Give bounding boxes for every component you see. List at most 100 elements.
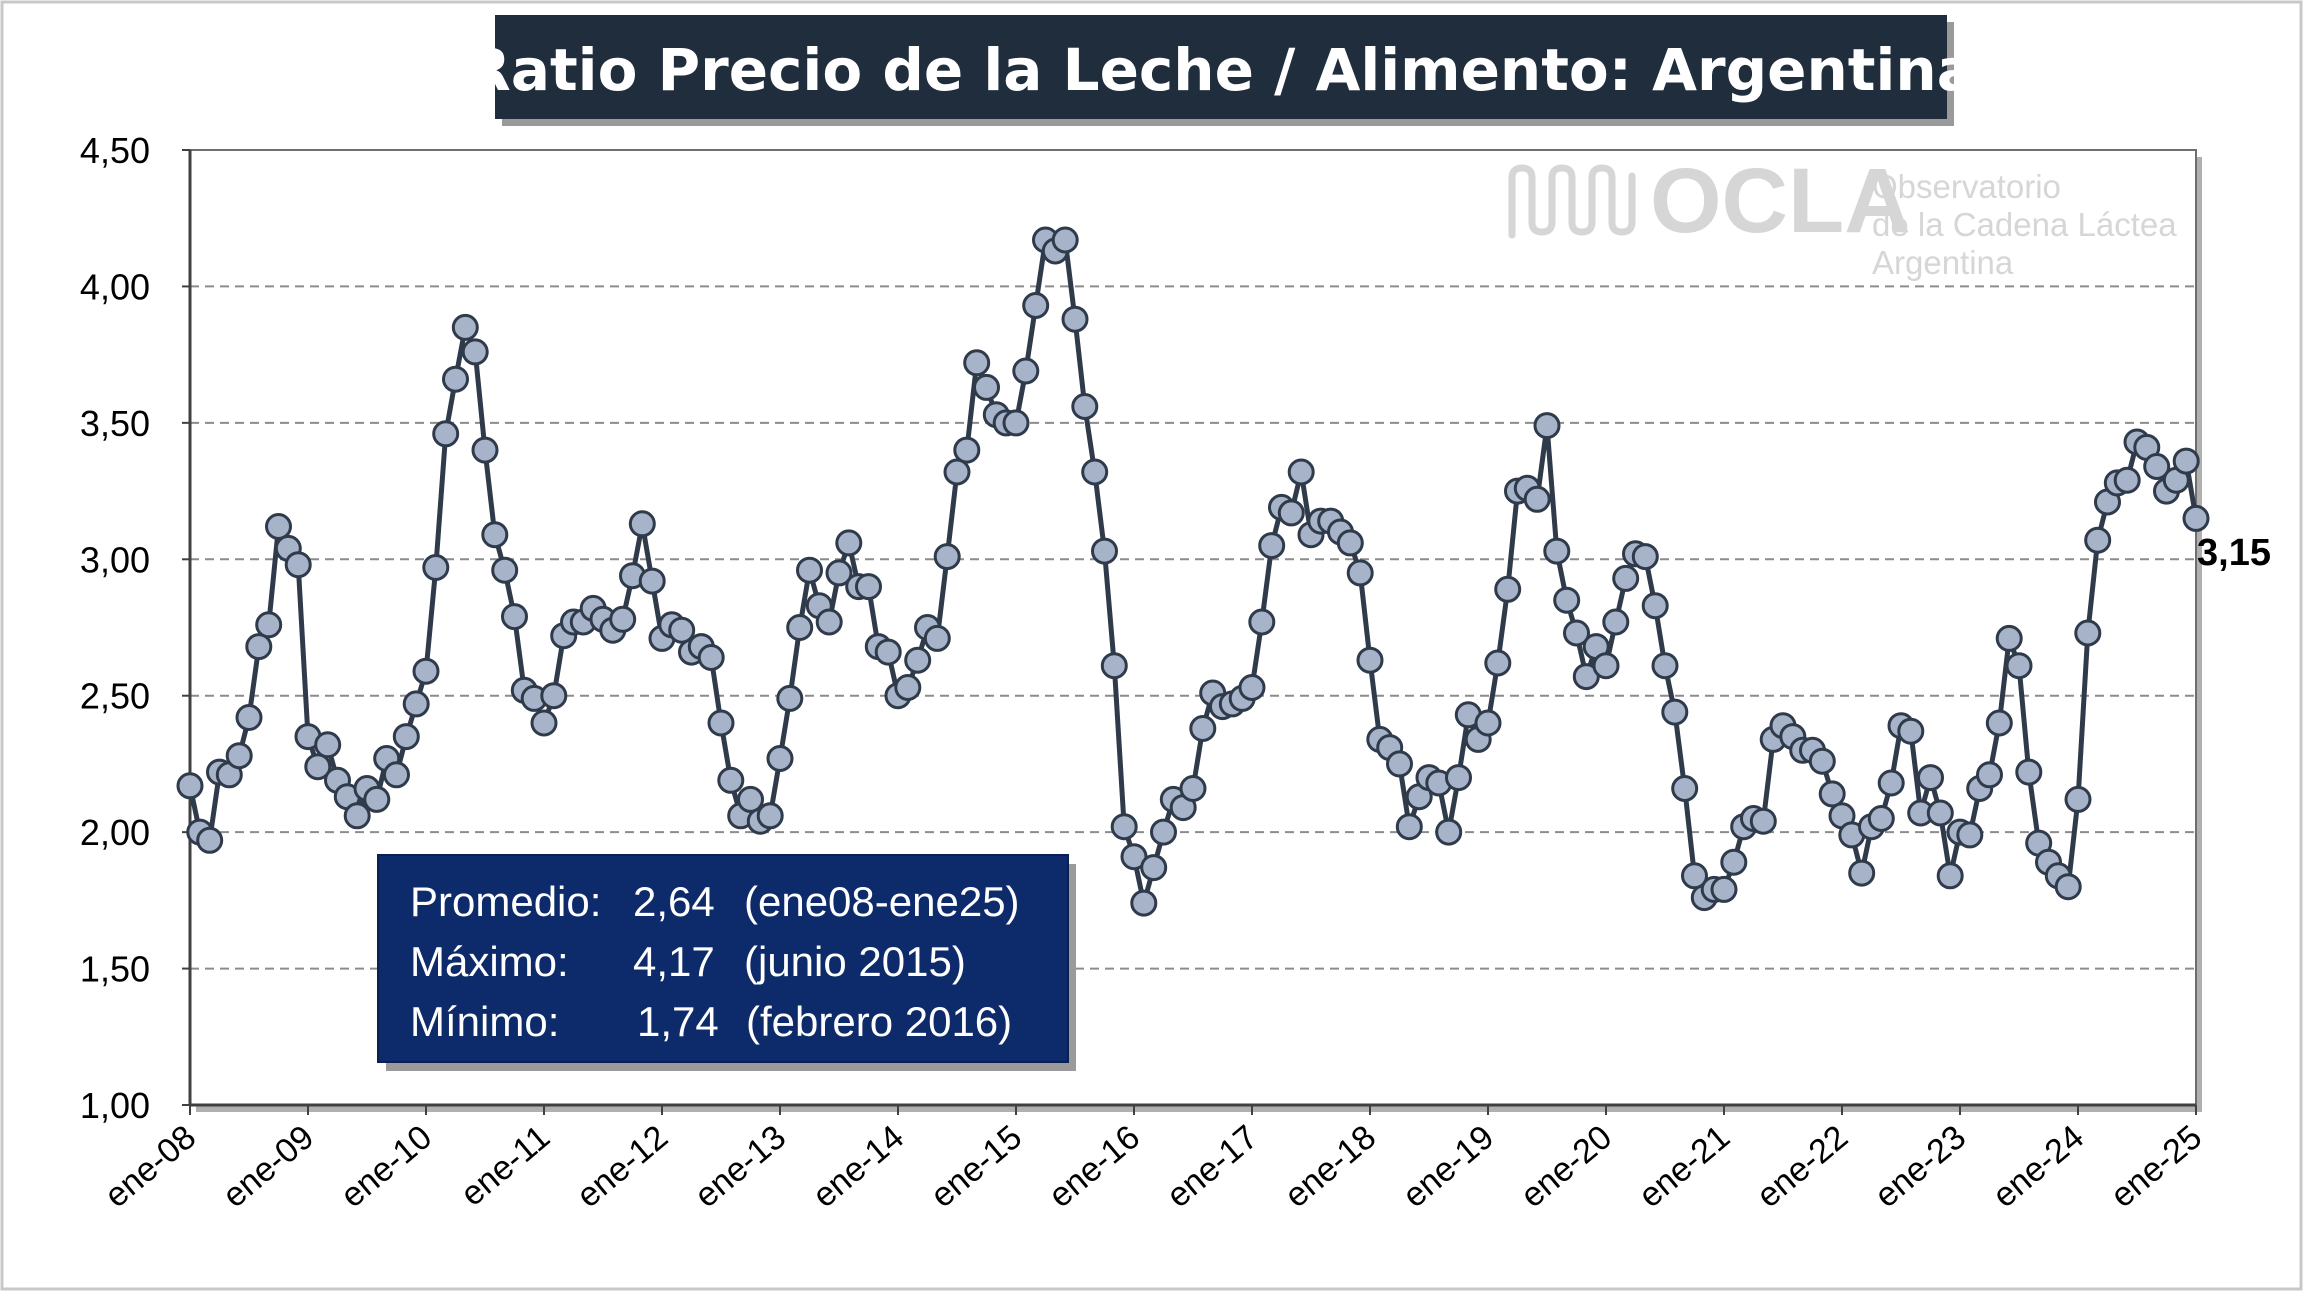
data-point — [973, 373, 1000, 401]
data-point — [923, 624, 951, 652]
stats-note-min: (febrero 2016) — [746, 998, 1012, 1045]
data-point — [1523, 485, 1551, 513]
watermark-line1: Observatorio — [1872, 168, 2061, 205]
data-point — [2064, 785, 2092, 813]
data-point — [196, 826, 224, 854]
data-point — [2113, 466, 2141, 494]
data-point — [314, 731, 342, 759]
data-point — [540, 682, 568, 710]
data-point — [1071, 393, 1099, 420]
stats-lines: Promedio: 2,64 (ene08-ene25) Máximo: 4,1… — [410, 878, 1020, 1045]
data-point — [1189, 715, 1217, 742]
data-point — [1917, 764, 1944, 792]
data-point — [1995, 624, 2023, 652]
data-point — [471, 436, 499, 464]
data-point — [1671, 775, 1699, 802]
data-point — [491, 556, 519, 584]
data-point — [1651, 652, 1679, 680]
data-point — [1445, 764, 1472, 792]
data-point — [1091, 537, 1118, 565]
data-point — [835, 529, 863, 557]
data-point — [697, 644, 725, 671]
data-point — [1287, 458, 1315, 486]
data-point — [481, 521, 509, 549]
y-tick-label: 3,50 — [80, 403, 150, 444]
watermark-brand: OCLA — [1650, 150, 1911, 252]
stats-value-max: 4,17 — [633, 938, 715, 985]
data-point — [2054, 873, 2082, 901]
data-point — [1631, 543, 1659, 571]
data-point — [609, 605, 637, 633]
data-point — [933, 543, 961, 571]
data-point — [1395, 813, 1423, 841]
data-point — [628, 510, 656, 538]
y-tick-label: 2,50 — [80, 676, 150, 717]
data-point — [776, 684, 804, 712]
data-point — [451, 313, 479, 341]
data-point — [284, 551, 312, 579]
data-point — [815, 608, 843, 636]
data-point — [1710, 875, 1738, 903]
data-point — [1867, 805, 1895, 832]
data-point — [1641, 592, 1669, 620]
data-point — [1602, 608, 1630, 636]
watermark-line2: de la Cadena Láctea — [1872, 206, 2177, 243]
stats-value-min: 1,74 — [637, 998, 719, 1045]
data-point — [1563, 619, 1590, 647]
data-point — [1749, 807, 1777, 835]
data-point — [1533, 412, 1561, 440]
data-point — [265, 513, 292, 540]
stats-note-max: (junio 2015) — [744, 938, 966, 985]
data-point — [1336, 529, 1364, 557]
y-tick-label: 1,00 — [80, 1085, 150, 1126]
data-point — [638, 567, 666, 595]
data-point — [1258, 532, 1286, 560]
data-point — [225, 742, 253, 770]
data-point — [392, 723, 420, 751]
data-point — [2143, 453, 2171, 480]
data-point — [2172, 447, 2200, 475]
data-point — [412, 657, 440, 685]
data-point — [2015, 758, 2043, 786]
data-point — [786, 614, 814, 641]
series-group — [176, 226, 2210, 917]
data-point — [1926, 799, 1954, 827]
data-point — [1238, 674, 1266, 701]
data-point — [343, 802, 371, 830]
stats-box — [377, 854, 1069, 1063]
data-point — [2182, 504, 2210, 532]
data-point — [2005, 652, 2033, 680]
data-point — [766, 745, 794, 772]
watermark-line3: Argentina — [1872, 244, 2014, 281]
data-point — [501, 603, 528, 631]
data-point — [756, 802, 784, 830]
data-point — [1592, 652, 1620, 680]
data-point — [1022, 292, 1050, 319]
chart-title: Ratio Precio de la Leche / Alimento: Arg… — [466, 36, 1976, 104]
data-point — [737, 785, 764, 813]
stats-label-min: Mínimo: — [410, 998, 559, 1045]
data-point — [953, 436, 981, 464]
data-point — [2084, 526, 2112, 554]
data-point — [1081, 458, 1109, 486]
y-axis-tick-labels: 1,00 1,50 2,00 2,50 3,00 3,50 4,00 4,50 — [80, 130, 150, 1126]
stats-label-max: Máximo: — [410, 938, 569, 985]
y-tick-label: 3,00 — [80, 539, 150, 580]
data-point — [402, 690, 430, 718]
y-tick-label: 1,50 — [80, 949, 150, 990]
data-point — [874, 638, 902, 666]
data-point — [825, 559, 853, 587]
data-point — [2074, 619, 2102, 647]
data-point — [1248, 608, 1276, 636]
data-point — [1976, 761, 2003, 789]
data-point — [707, 709, 735, 737]
data-point — [943, 458, 971, 486]
data-point — [1985, 709, 2013, 737]
data-point — [235, 704, 263, 731]
data-point — [432, 420, 460, 448]
stats-value-average: 2,64 — [633, 878, 715, 925]
data-point — [1661, 698, 1689, 726]
data-point — [894, 674, 922, 701]
data-point — [304, 753, 332, 781]
